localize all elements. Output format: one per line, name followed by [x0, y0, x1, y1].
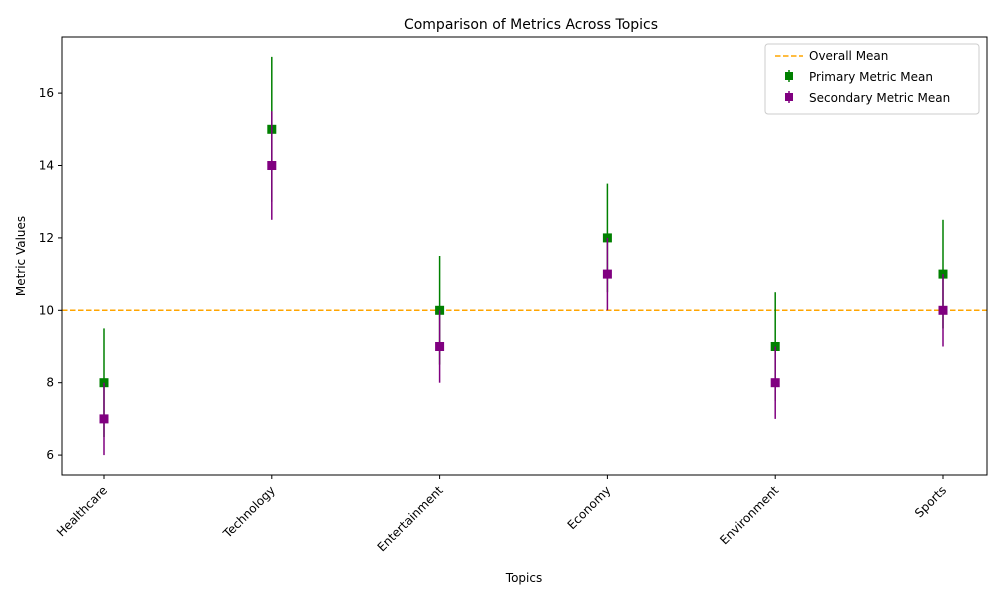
y-tick-label: 8	[46, 376, 54, 390]
secondary-point	[99, 414, 109, 424]
y-tick-label: 10	[39, 303, 54, 317]
x-tick-label: Economy	[565, 483, 614, 532]
y-tick-label: 16	[39, 86, 54, 100]
plot-frame	[61, 36, 988, 476]
chart-title: Comparison of Metrics Across Topics	[404, 17, 658, 33]
x-axis-title: Topics	[505, 571, 542, 585]
y-tick-label: 14	[39, 159, 54, 173]
legend-secondary-marker	[785, 93, 793, 101]
legend: Overall Mean Primary Metric Mean Seconda…	[764, 43, 980, 115]
y-axis-title: Metric Values	[14, 216, 28, 296]
x-tick-label: Healthcare	[54, 483, 110, 539]
secondary-point	[938, 305, 948, 315]
x-tick-label: Entertainment	[375, 483, 446, 554]
x-tick-label: Environment	[717, 483, 781, 547]
legend-overall-mean-label: Overall Mean	[809, 49, 888, 63]
secondary-point	[435, 341, 445, 351]
legend-primary-marker	[785, 72, 793, 80]
y-tick-label: 12	[39, 231, 54, 245]
secondary-point	[267, 161, 277, 171]
y-tick-label: 6	[46, 448, 54, 462]
secondary-point	[770, 378, 780, 388]
secondary-point	[602, 269, 612, 279]
legend-secondary-label: Secondary Metric Mean	[809, 91, 950, 105]
x-tick-label: Sports	[912, 483, 949, 520]
legend-primary-label: Primary Metric Mean	[809, 70, 933, 84]
legend-frame	[764, 43, 980, 115]
x-tick-label: Technology	[220, 483, 278, 541]
